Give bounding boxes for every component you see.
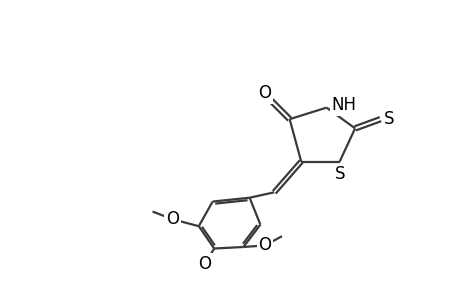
Text: S: S [334,165,344,183]
Text: O: O [258,236,271,254]
Text: O: O [258,84,271,102]
Text: NH: NH [330,96,355,114]
Text: O: O [198,255,211,273]
Text: S: S [383,110,393,128]
Text: O: O [166,210,179,228]
